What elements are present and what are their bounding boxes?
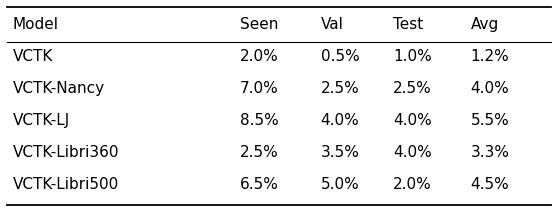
Text: 4.5%: 4.5% xyxy=(470,177,509,192)
Text: VCTK: VCTK xyxy=(12,49,53,64)
Text: 6.5%: 6.5% xyxy=(240,177,279,192)
Text: 4.0%: 4.0% xyxy=(321,113,359,128)
Text: 2.5%: 2.5% xyxy=(240,145,279,160)
Text: Model: Model xyxy=(12,16,59,32)
Text: 4.0%: 4.0% xyxy=(470,81,509,96)
Text: 2.0%: 2.0% xyxy=(393,177,431,192)
Text: Val: Val xyxy=(321,16,344,32)
Text: 5.0%: 5.0% xyxy=(321,177,359,192)
Text: 3.3%: 3.3% xyxy=(470,145,509,160)
Text: 2.5%: 2.5% xyxy=(393,81,431,96)
Text: VCTK-Libri360: VCTK-Libri360 xyxy=(12,145,119,160)
Text: 4.0%: 4.0% xyxy=(393,113,431,128)
Text: Avg: Avg xyxy=(470,16,499,32)
Text: 2.5%: 2.5% xyxy=(321,81,359,96)
Text: 1.2%: 1.2% xyxy=(470,49,509,64)
Text: 5.5%: 5.5% xyxy=(470,113,509,128)
Text: 8.5%: 8.5% xyxy=(240,113,279,128)
Text: 1.0%: 1.0% xyxy=(393,49,431,64)
Text: Seen: Seen xyxy=(240,16,278,32)
Text: Test: Test xyxy=(393,16,423,32)
Text: 3.5%: 3.5% xyxy=(321,145,359,160)
Text: VCTK-Libri500: VCTK-Libri500 xyxy=(12,177,119,192)
Text: VCTK-Nancy: VCTK-Nancy xyxy=(12,81,104,96)
Text: 4.0%: 4.0% xyxy=(393,145,431,160)
Text: 0.5%: 0.5% xyxy=(321,49,359,64)
Text: 7.0%: 7.0% xyxy=(240,81,279,96)
Text: VCTK-LJ: VCTK-LJ xyxy=(12,113,70,128)
Text: 2.0%: 2.0% xyxy=(240,49,279,64)
